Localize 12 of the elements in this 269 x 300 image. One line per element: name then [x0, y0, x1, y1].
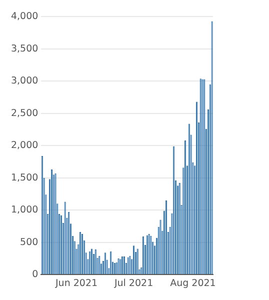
- y-tick-label: 1,500: [10, 172, 38, 184]
- y-tick-label: 3,500: [10, 43, 38, 54]
- x-tick-label: Jun 2021: [54, 278, 98, 289]
- y-tick-label: 500: [20, 236, 38, 248]
- y-tick-label: 2,000: [10, 140, 38, 152]
- y-tick-label: 2,500: [10, 108, 38, 119]
- y-tick-label: 0: [32, 269, 38, 280]
- y-tick-label: 3,000: [10, 76, 38, 87]
- x-tick-label: Aug 2021: [170, 278, 216, 289]
- y-tick-label: 1,000: [10, 204, 38, 216]
- y-tick-label: 4,000: [10, 11, 38, 22]
- x-tick-label: Jul 2021: [113, 278, 154, 289]
